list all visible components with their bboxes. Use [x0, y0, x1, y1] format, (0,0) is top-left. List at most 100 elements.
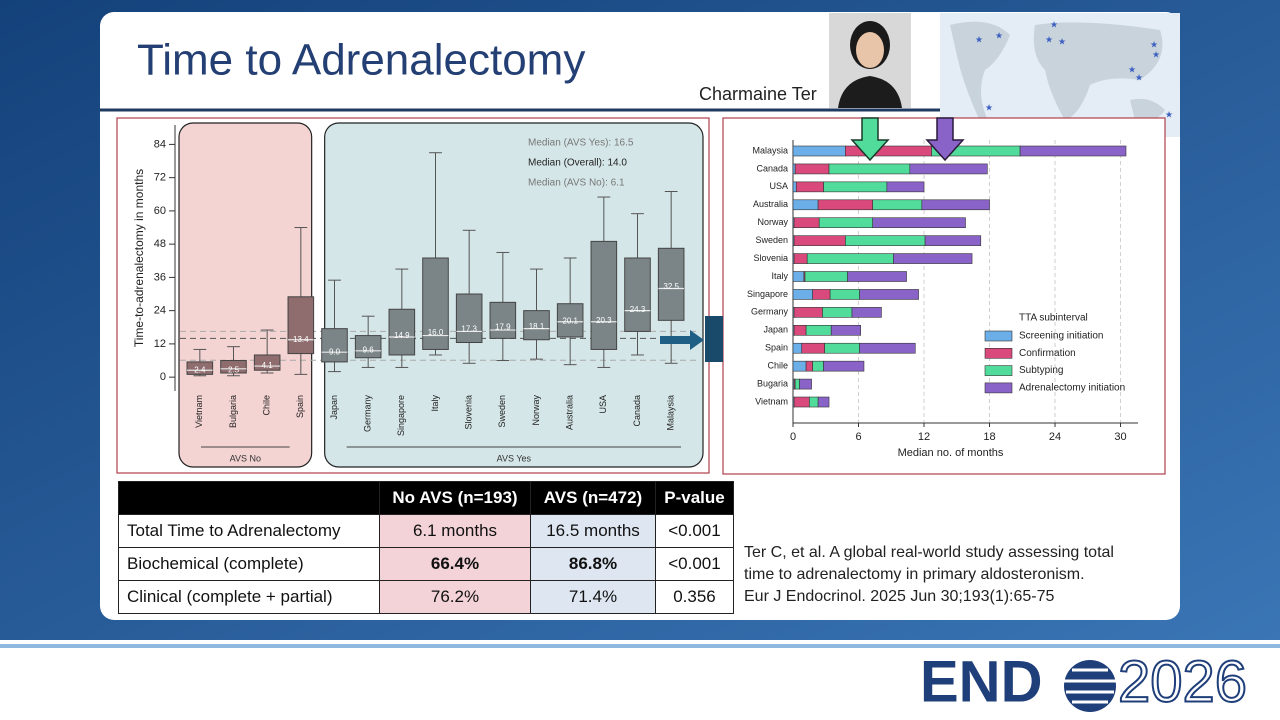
- box: [489, 301, 517, 339]
- y-tick-label: Australia: [753, 199, 788, 209]
- y-tick-label: 60: [154, 205, 166, 217]
- table-cell: <0.001: [655, 547, 734, 581]
- box: [388, 308, 416, 356]
- table-cell: 71.4%: [530, 580, 656, 614]
- mean-label: 9.0: [329, 347, 341, 356]
- table-header: AVS (n=472): [530, 481, 656, 515]
- mean-label: 2.4: [194, 366, 206, 375]
- bar-segment: [823, 181, 888, 193]
- svg-text:★: ★: [1128, 64, 1136, 74]
- y-tick-label: 48: [154, 238, 166, 250]
- x-axis-label: Median no. of months: [898, 447, 1004, 459]
- bar-segment: [793, 307, 823, 318]
- y-tick-label: 84: [154, 138, 166, 150]
- y-tick-label: Canada: [756, 163, 788, 173]
- x-tick-label: 12: [918, 431, 930, 443]
- svg-text:★: ★: [1058, 36, 1066, 46]
- svg-text:★: ★: [1050, 19, 1058, 29]
- x-tick-label: Canada: [632, 395, 642, 427]
- y-tick-label: Spain: [765, 343, 788, 353]
- x-tick-label: Japan: [329, 395, 339, 420]
- citation-line: Eur J Endocrinol. 2025 Jun 30;193(1):65-…: [744, 588, 1055, 605]
- bar-segment: [806, 253, 894, 264]
- highlight-arrow: [850, 117, 965, 162]
- table-row: Clinical (complete + partial) 76.2% 71.4% 0…: [118, 580, 734, 614]
- x-tick-label: 18: [983, 431, 995, 443]
- bar-segment: [793, 324, 807, 336]
- group-panel: [324, 122, 704, 468]
- citation: Ter C, et al. A global real-world study …: [744, 542, 1114, 608]
- box: [422, 257, 449, 350]
- mean-label: 4.1: [262, 361, 274, 370]
- bar-segment: [804, 271, 848, 282]
- legend-swatch: [984, 382, 1013, 394]
- mean-label: 14.9: [394, 331, 410, 340]
- y-tick-label: Bugaria: [757, 378, 788, 388]
- svg-text:★: ★: [995, 30, 1003, 40]
- box: [354, 335, 382, 359]
- mean-label: 24.3: [630, 305, 646, 314]
- svg-text:★: ★: [1150, 39, 1158, 49]
- world-map: ★ ★ ★★ ★ ★★★ ★★★: [940, 13, 1180, 137]
- bar-segment: [792, 360, 807, 372]
- bar-segment: [823, 360, 865, 372]
- x-tick-label: 6: [855, 431, 861, 443]
- bar-segment: [805, 324, 832, 336]
- mean-label: 16.0: [428, 328, 444, 337]
- bar-segment: [792, 145, 846, 157]
- endo-logo: END 2026: [920, 648, 1248, 715]
- bar-segment: [812, 360, 824, 372]
- table-cell: 66.4%: [379, 547, 531, 581]
- bar-segment: [921, 199, 990, 211]
- table-cell: 86.8%: [530, 547, 656, 581]
- box: [624, 257, 651, 332]
- y-tick-label: Singapore: [747, 289, 788, 299]
- bar-segment: [817, 199, 873, 211]
- bar-segment: [792, 342, 803, 354]
- bar-segment: [794, 378, 800, 390]
- y-tick-label: Sweden: [755, 235, 788, 245]
- table-cell: 0.356: [655, 580, 734, 614]
- bar-segment: [805, 360, 813, 372]
- bar-segment: [830, 324, 861, 336]
- mean-label: 32.5: [663, 282, 679, 291]
- box: [287, 296, 315, 355]
- y-tick-label: Germany: [751, 307, 789, 317]
- bar-segment: [872, 217, 966, 229]
- table-cell: Total Time to Adrenalectomy: [118, 514, 380, 548]
- box: [220, 360, 247, 374]
- mean-label: 13.4: [293, 335, 309, 344]
- bar-segment: [801, 342, 825, 354]
- mean-label: 2.5: [228, 365, 240, 374]
- bar-segment: [792, 163, 796, 175]
- bar-segment: [924, 235, 982, 246]
- table-header-row: No AVS (n=193) AVS (n=472) P-value: [118, 481, 734, 515]
- slide-title: Time to Adrenalectomy: [137, 36, 585, 85]
- bar-segment: [824, 342, 860, 354]
- logo-text: END: [920, 649, 1042, 714]
- legend-label: Confirmation: [1019, 348, 1076, 359]
- citation-line: time to adrenalectomy in primary aldoste…: [744, 566, 1085, 583]
- group-label: AVS No: [230, 453, 261, 463]
- x-tick-label: Bulgaria: [228, 395, 238, 428]
- legend-label: Subtyping: [1019, 365, 1063, 376]
- x-tick-label: Vietnam: [194, 395, 204, 428]
- x-tick-label: Malaysia: [666, 395, 676, 431]
- table-header: P-value: [655, 481, 734, 515]
- presenter-name: Charmaine Ter: [699, 84, 817, 104]
- bar-segment: [792, 181, 797, 193]
- box: [657, 247, 685, 321]
- box: [523, 310, 550, 341]
- legend-swatch: [984, 330, 1013, 342]
- x-tick-label: 0: [790, 431, 796, 443]
- x-tick-label: Sweden: [497, 395, 507, 428]
- x-tick-label: Norway: [531, 395, 541, 426]
- y-tick-label: Italy: [771, 271, 788, 281]
- table-cell: Biochemical (complete): [118, 547, 380, 581]
- bar-segment: [792, 199, 819, 211]
- x-tick-label: 24: [1049, 431, 1061, 443]
- legend-label: Screening initiation: [1019, 331, 1104, 342]
- bar-segment: [872, 199, 923, 211]
- mean-label: 20.3: [596, 316, 612, 325]
- legend-title: TTA subinterval: [1019, 313, 1088, 324]
